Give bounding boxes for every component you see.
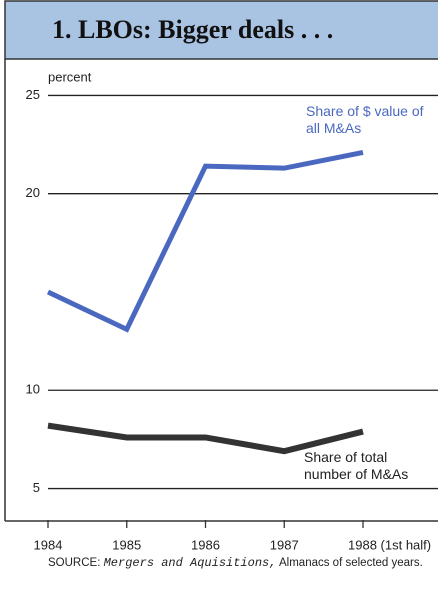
y-tick-label: 20 <box>26 185 40 200</box>
series-line <box>47 422 364 455</box>
y-axis-label: percent <box>48 69 92 84</box>
series-label: Share of $ value of all M&As <box>306 103 424 136</box>
source-prefix: SOURCE: <box>48 557 101 569</box>
chart-title: 1. LBOs: Bigger deals . . . <box>52 15 333 44</box>
x-tick-label: 1987 <box>270 537 299 552</box>
series-line <box>46 149 364 333</box>
x-tick-label: 1986 <box>191 537 220 552</box>
y-tick-label: 10 <box>26 382 40 397</box>
y-tick-label: 5 <box>33 480 40 495</box>
x-tick-label: 1984 <box>34 537 63 552</box>
source: SOURCE: Mergers and Aquisitions, Almanac… <box>48 556 428 570</box>
title-band <box>4 0 438 60</box>
source-rest: Almanacs of selected years. <box>279 557 423 569</box>
series-label: Share of total number of M&As <box>304 449 409 482</box>
source-title: Mergers and Aquisitions, <box>103 556 277 570</box>
x-tick-label: 1985 <box>112 537 141 552</box>
x-tick-label: 1988 (1st half) <box>348 537 431 552</box>
y-tick-label: 25 <box>26 87 40 102</box>
